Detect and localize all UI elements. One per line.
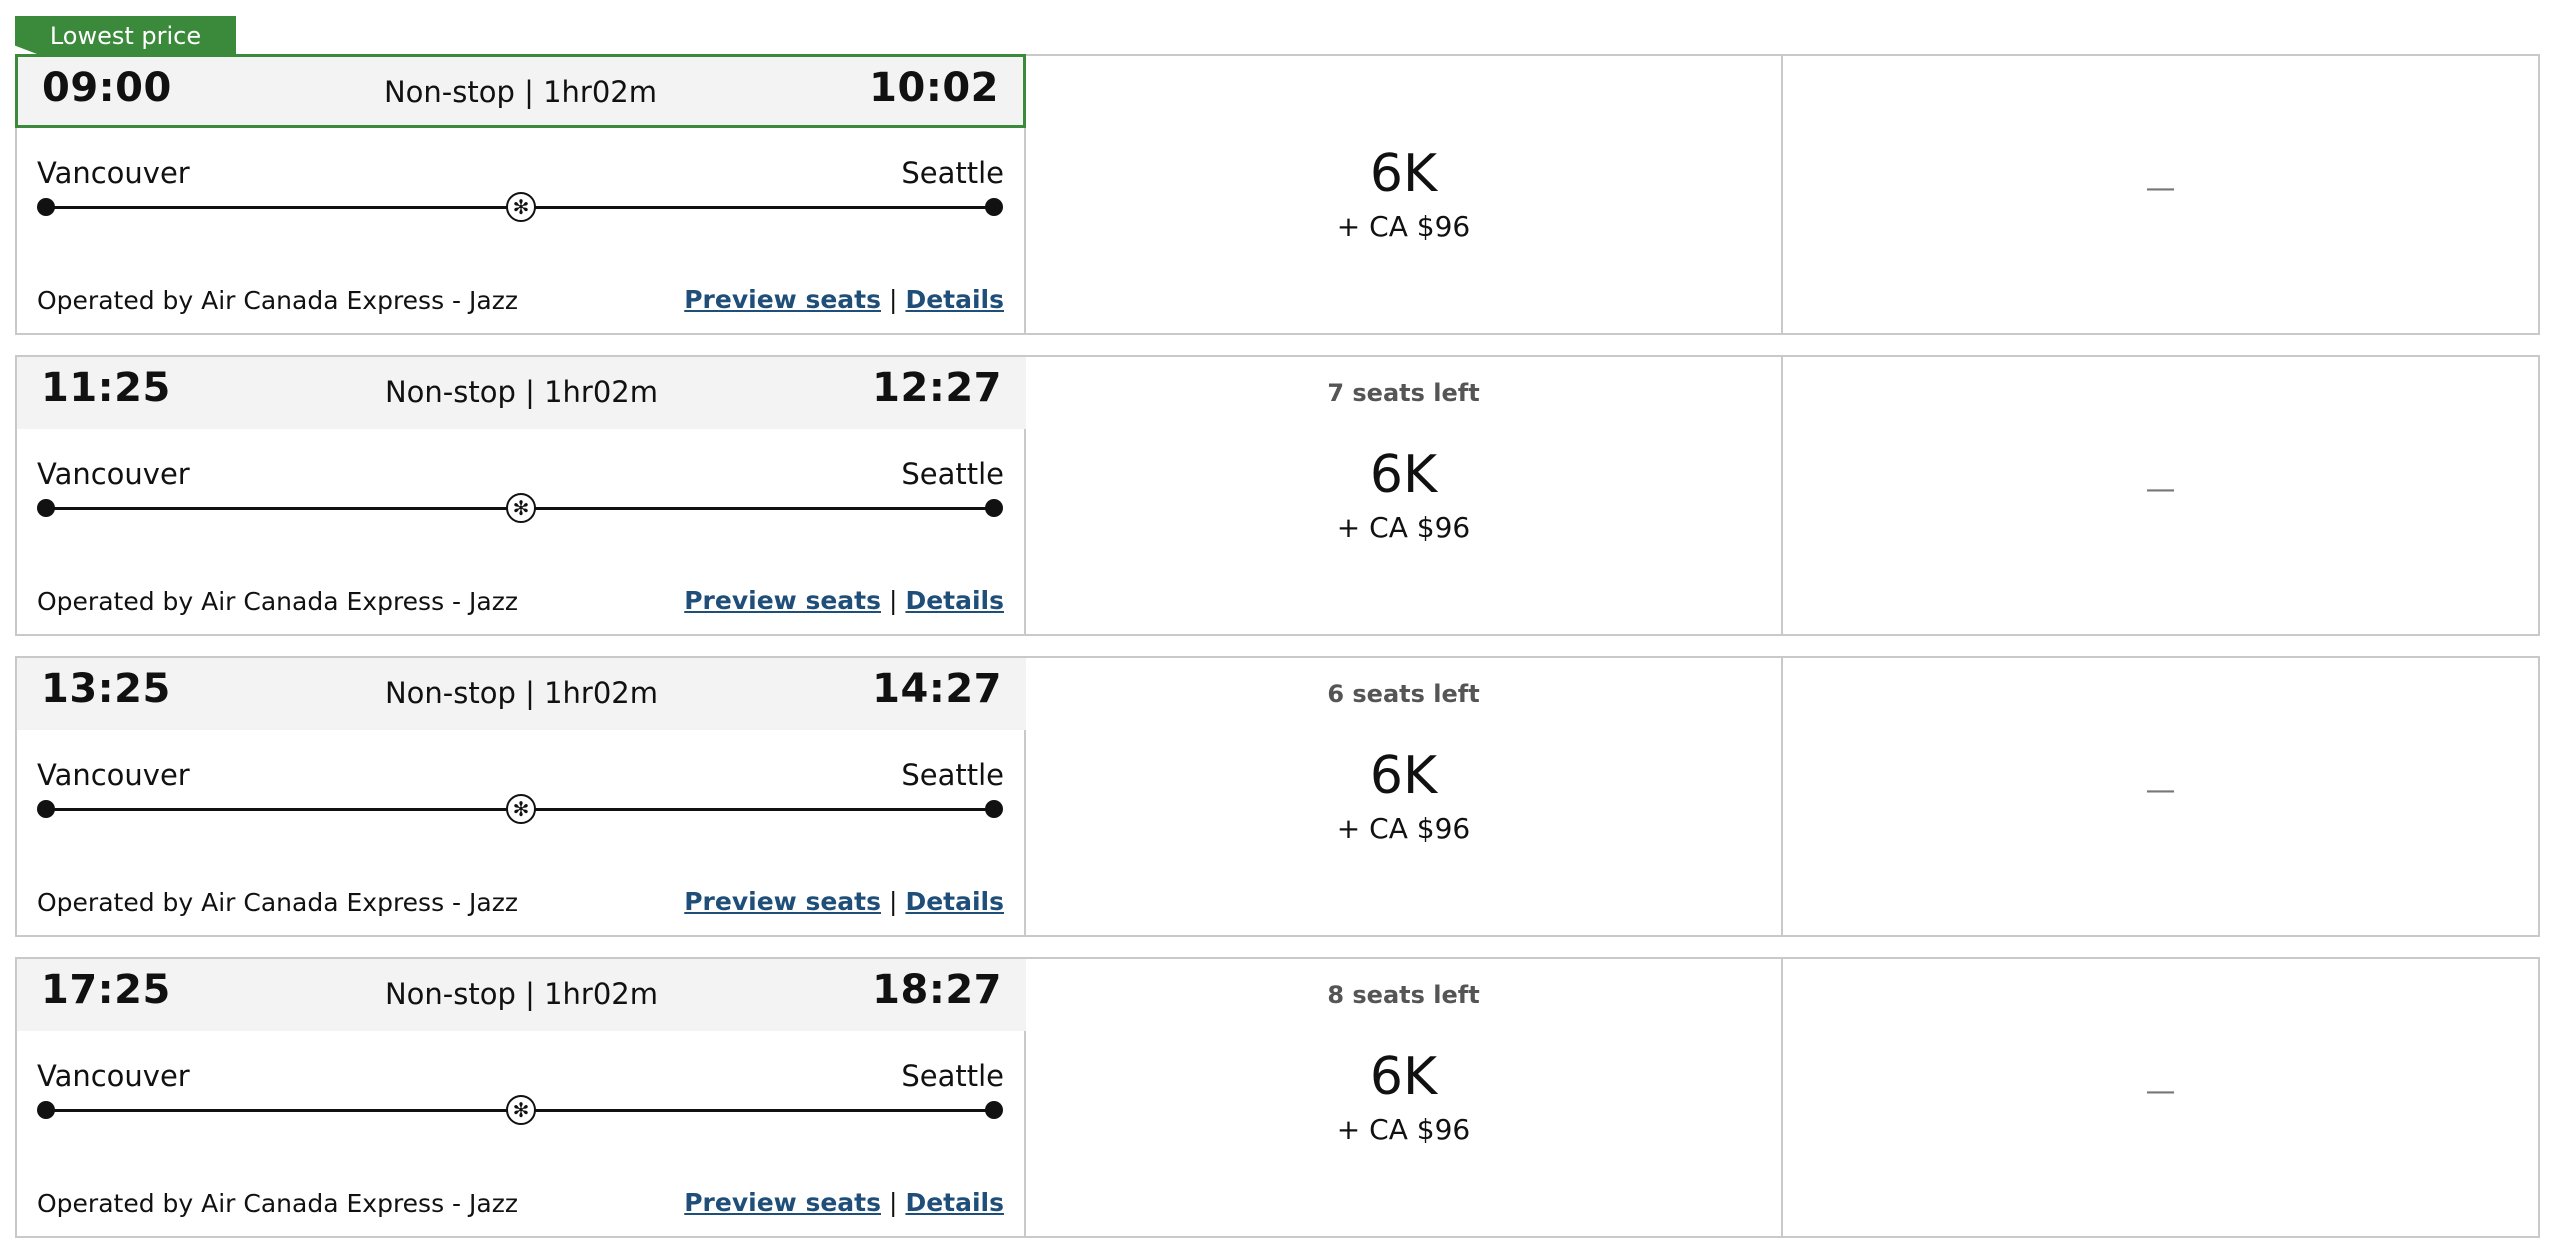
operated-by: Operated by Air Canada Express - Jazz xyxy=(37,286,518,315)
destination-city: Seattle xyxy=(901,758,1004,792)
link-separator: | xyxy=(889,887,898,916)
maple-leaf-icon: ✻ xyxy=(506,493,536,523)
seats-left: 6 seats left xyxy=(1327,680,1480,708)
fare-points: 6K xyxy=(1369,746,1438,806)
fare-cash: + CA $96 xyxy=(1336,1113,1471,1146)
link-separator: | xyxy=(889,586,898,615)
preview-seats-link[interactable]: Preview seats xyxy=(684,285,881,314)
lowest-price-badge: Lowest price xyxy=(15,16,236,54)
fare-cash: + CA $96 xyxy=(1336,511,1471,544)
flight-info-panel: 09:00 Non-stop | 1hr02m 10:02 Vancouver … xyxy=(15,54,1026,333)
arrival-time: 10:02 xyxy=(869,65,999,111)
departure-time: 09:00 xyxy=(42,65,172,111)
departure-time: 11:25 xyxy=(41,365,171,411)
flight-card[interactable]: 11:25 Non-stop | 1hr02m 12:27 Vancouver … xyxy=(15,355,2540,636)
fare-cash: + CA $96 xyxy=(1336,812,1471,845)
fare-option[interactable]: 6 seats left 6K + CA $96 xyxy=(1026,658,1783,935)
link-separator: | xyxy=(889,1188,898,1217)
flight-info-panel: 13:25 Non-stop | 1hr02m 14:27 Vancouver … xyxy=(17,658,1026,935)
flight-links: Preview seats | Details xyxy=(684,1188,1004,1217)
details-link[interactable]: Details xyxy=(905,285,1004,314)
flight-links: Preview seats | Details xyxy=(684,285,1004,314)
maple-leaf-icon: ✻ xyxy=(506,794,536,824)
unavailable-fare: — xyxy=(1783,56,2538,333)
unavailable-dash: — xyxy=(2145,472,2176,507)
destination-dot-icon xyxy=(985,499,1003,517)
flight-info-panel: 11:25 Non-stop | 1hr02m 12:27 Vancouver … xyxy=(17,357,1026,634)
origin-dot-icon xyxy=(37,1101,55,1119)
details-link[interactable]: Details xyxy=(905,1188,1004,1217)
seats-left: 7 seats left xyxy=(1327,379,1480,407)
operated-by: Operated by Air Canada Express - Jazz xyxy=(37,587,518,616)
destination-dot-icon xyxy=(985,1101,1003,1119)
preview-seats-link[interactable]: Preview seats xyxy=(684,887,881,916)
fare-points: 6K xyxy=(1369,144,1438,204)
maple-leaf-icon: ✻ xyxy=(506,1095,536,1125)
operated-by: Operated by Air Canada Express - Jazz xyxy=(37,888,518,917)
origin-city: Vancouver xyxy=(37,457,190,491)
origin-city: Vancouver xyxy=(37,156,190,190)
fare-points: 6K xyxy=(1369,445,1438,505)
flight-time-header: 13:25 Non-stop | 1hr02m 14:27 xyxy=(17,658,1026,730)
unavailable-fare: — xyxy=(1783,658,2538,935)
flight-card[interactable]: 13:25 Non-stop | 1hr02m 14:27 Vancouver … xyxy=(15,656,2540,937)
unavailable-fare: — xyxy=(1783,959,2538,1236)
destination-city: Seattle xyxy=(901,457,1004,491)
fare-option[interactable]: 8 seats left 6K + CA $96 xyxy=(1026,959,1783,1236)
flight-links: Preview seats | Details xyxy=(684,887,1004,916)
stops-duration: Non-stop | 1hr02m xyxy=(384,375,659,409)
origin-dot-icon xyxy=(37,198,55,216)
destination-city: Seattle xyxy=(901,156,1004,190)
destination-dot-icon xyxy=(985,800,1003,818)
preview-seats-link[interactable]: Preview seats xyxy=(684,586,881,615)
unavailable-dash: — xyxy=(2145,773,2176,808)
arrival-time: 14:27 xyxy=(872,666,1002,712)
operated-by: Operated by Air Canada Express - Jazz xyxy=(37,1189,518,1218)
flight-time-header: 11:25 Non-stop | 1hr02m 12:27 xyxy=(17,357,1026,429)
link-separator: | xyxy=(889,285,898,314)
details-link[interactable]: Details xyxy=(905,887,1004,916)
flight-time-header: 17:25 Non-stop | 1hr02m 18:27 xyxy=(17,959,1026,1031)
unavailable-dash: — xyxy=(2145,171,2176,206)
stops-duration: Non-stop | 1hr02m xyxy=(384,676,659,710)
maple-leaf-icon: ✻ xyxy=(506,192,536,222)
unavailable-dash: — xyxy=(2145,1074,2176,1109)
destination-dot-icon xyxy=(985,198,1003,216)
flight-links: Preview seats | Details xyxy=(684,586,1004,615)
flight-info-panel: 17:25 Non-stop | 1hr02m 18:27 Vancouver … xyxy=(17,959,1026,1236)
origin-city: Vancouver xyxy=(37,1059,190,1093)
destination-city: Seattle xyxy=(901,1059,1004,1093)
preview-seats-link[interactable]: Preview seats xyxy=(684,1188,881,1217)
fare-cash: + CA $96 xyxy=(1336,210,1471,243)
fare-points: 6K xyxy=(1369,1047,1438,1107)
flight-time-header: 09:00 Non-stop | 1hr02m 10:02 xyxy=(15,54,1026,128)
origin-dot-icon xyxy=(37,499,55,517)
origin-city: Vancouver xyxy=(37,758,190,792)
stops-duration: Non-stop | 1hr02m xyxy=(383,75,658,109)
unavailable-fare: — xyxy=(1783,357,2538,634)
arrival-time: 18:27 xyxy=(872,967,1002,1013)
arrival-time: 12:27 xyxy=(872,365,1002,411)
departure-time: 13:25 xyxy=(41,666,171,712)
origin-dot-icon xyxy=(37,800,55,818)
flight-card[interactable]: 09:00 Non-stop | 1hr02m 10:02 Vancouver … xyxy=(15,54,2540,335)
details-link[interactable]: Details xyxy=(905,586,1004,615)
fare-option[interactable]: 6K + CA $96 xyxy=(1026,56,1783,333)
stops-duration: Non-stop | 1hr02m xyxy=(384,977,659,1011)
departure-time: 17:25 xyxy=(41,967,171,1013)
fare-option[interactable]: 7 seats left 6K + CA $96 xyxy=(1026,357,1783,634)
flight-card[interactable]: 17:25 Non-stop | 1hr02m 18:27 Vancouver … xyxy=(15,957,2540,1238)
seats-left: 8 seats left xyxy=(1327,981,1480,1009)
